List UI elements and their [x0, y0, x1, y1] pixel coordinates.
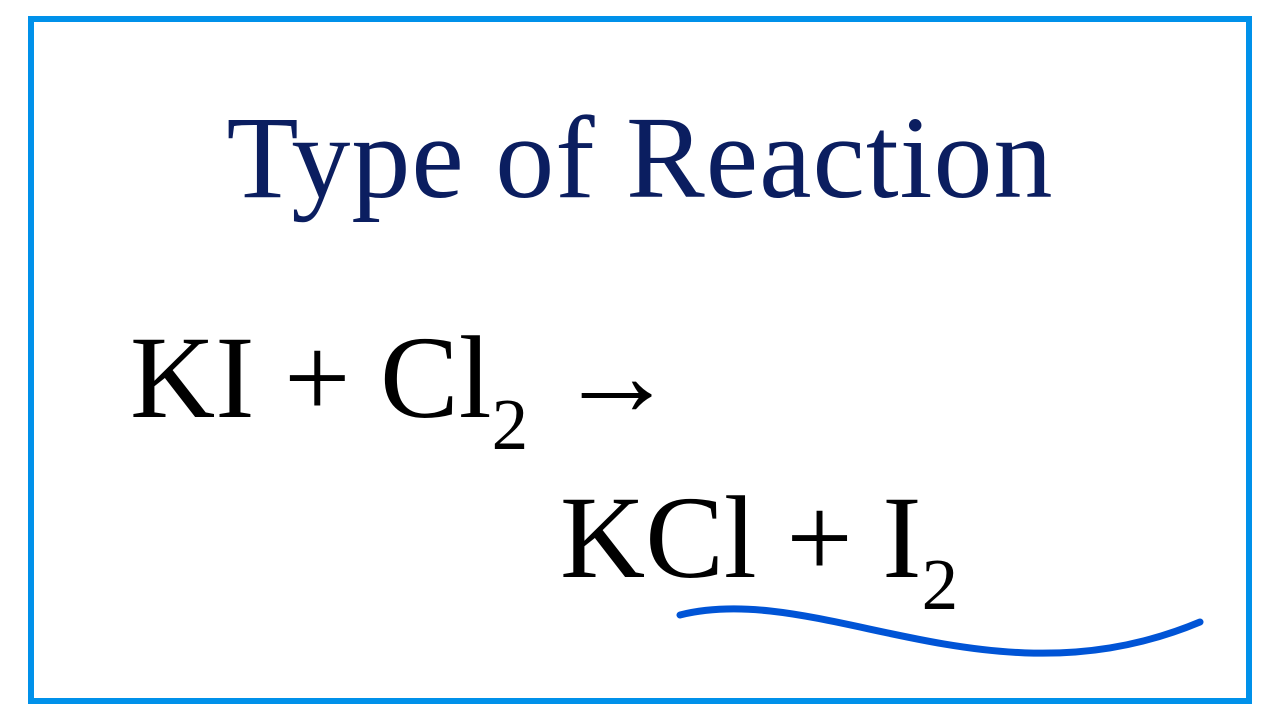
equation-line-1: KI + Cl2 →	[130, 310, 676, 460]
title-text: Type of Reaction	[227, 92, 1054, 223]
underline-path	[680, 609, 1200, 653]
equation-text	[528, 312, 558, 443]
reaction-arrow-icon: →	[558, 308, 676, 444]
underline-swoosh	[660, 590, 1220, 680]
equation-text: KI + Cl	[130, 312, 492, 443]
equation-text: KCl + I	[560, 472, 922, 603]
subscript: 2	[492, 384, 529, 465]
page-title: Type of Reaction	[0, 90, 1280, 226]
